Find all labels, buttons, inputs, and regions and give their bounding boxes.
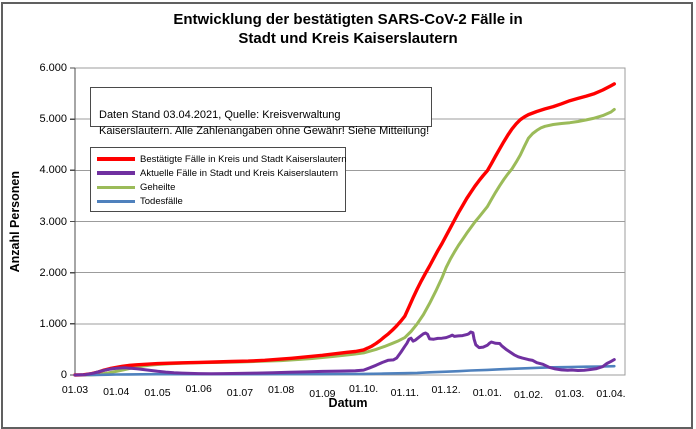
legend-label: Aktuelle Fälle in Stadt und Kreis Kaiser… <box>140 167 339 179</box>
legend-item: Geheilte <box>97 180 345 194</box>
legend-line-swatch <box>97 171 135 175</box>
y-tick-label: 4.000 <box>39 164 67 177</box>
x-tick-label: 01.03 <box>61 384 89 396</box>
y-tick-label: 2.000 <box>39 266 67 279</box>
series-line-aktuelle-faelle <box>73 330 616 377</box>
y-tick-label: 5.000 <box>39 113 67 126</box>
legend: Bestätigte Fälle in Kreis und Stadt Kais… <box>90 147 346 212</box>
legend-label: Todesfälle <box>140 195 183 207</box>
legend-line-swatch <box>97 199 135 203</box>
legend-item: Bestätigte Fälle in Kreis und Stadt Kais… <box>97 152 347 166</box>
x-tick-label: 01.03. <box>555 388 585 400</box>
x-tick-label: 01.12. <box>431 384 461 396</box>
x-tick-label: 01.02. <box>513 389 544 401</box>
x-tick-label: 01.04 <box>103 386 130 398</box>
legend-label: Bestätigte Fälle in Kreis und Stadt Kais… <box>140 153 347 165</box>
legend-item: Todesfälle <box>97 194 345 208</box>
y-tick-label: 3.000 <box>39 215 67 228</box>
series-line-bestaetigte-faelle <box>73 82 616 377</box>
x-tick-label: 01.05 <box>144 387 171 399</box>
x-axis-title: Datum <box>328 396 368 410</box>
x-tick-label: 01.09 <box>309 388 336 400</box>
legend-line-swatch <box>97 185 135 189</box>
legend-item: Aktuelle Fälle in Stadt und Kreis Kaiser… <box>97 166 345 180</box>
x-tick-label: 01.04. <box>596 388 626 400</box>
data-status-note-text: Daten Stand 03.04.2021, Quelle: Kreisver… <box>99 109 430 137</box>
x-tick-label: 01.06 <box>185 383 212 395</box>
y-tick-label: 0 <box>60 369 67 381</box>
x-tick-label: 01.01. <box>472 387 502 399</box>
y-tick-label: 6.000 <box>39 62 67 74</box>
legend-line-swatch <box>97 157 135 161</box>
x-tick-label: 01.07 <box>226 387 254 399</box>
series-line-todesfaelle <box>73 364 616 377</box>
x-tick-label: 01.10. <box>349 383 379 395</box>
data-status-note-box: Daten Stand 03.04.2021, Quelle: Kreisver… <box>90 87 432 137</box>
chart-title: Entwicklung der bestätigten SARS-CoV-2 F… <box>173 11 523 47</box>
x-tick-label: 01.08 <box>268 384 295 396</box>
x-tick-label: 01.11. <box>390 387 420 399</box>
legend-label: Geheilte <box>140 181 176 193</box>
y-tick-label: 1.000 <box>39 317 67 330</box>
